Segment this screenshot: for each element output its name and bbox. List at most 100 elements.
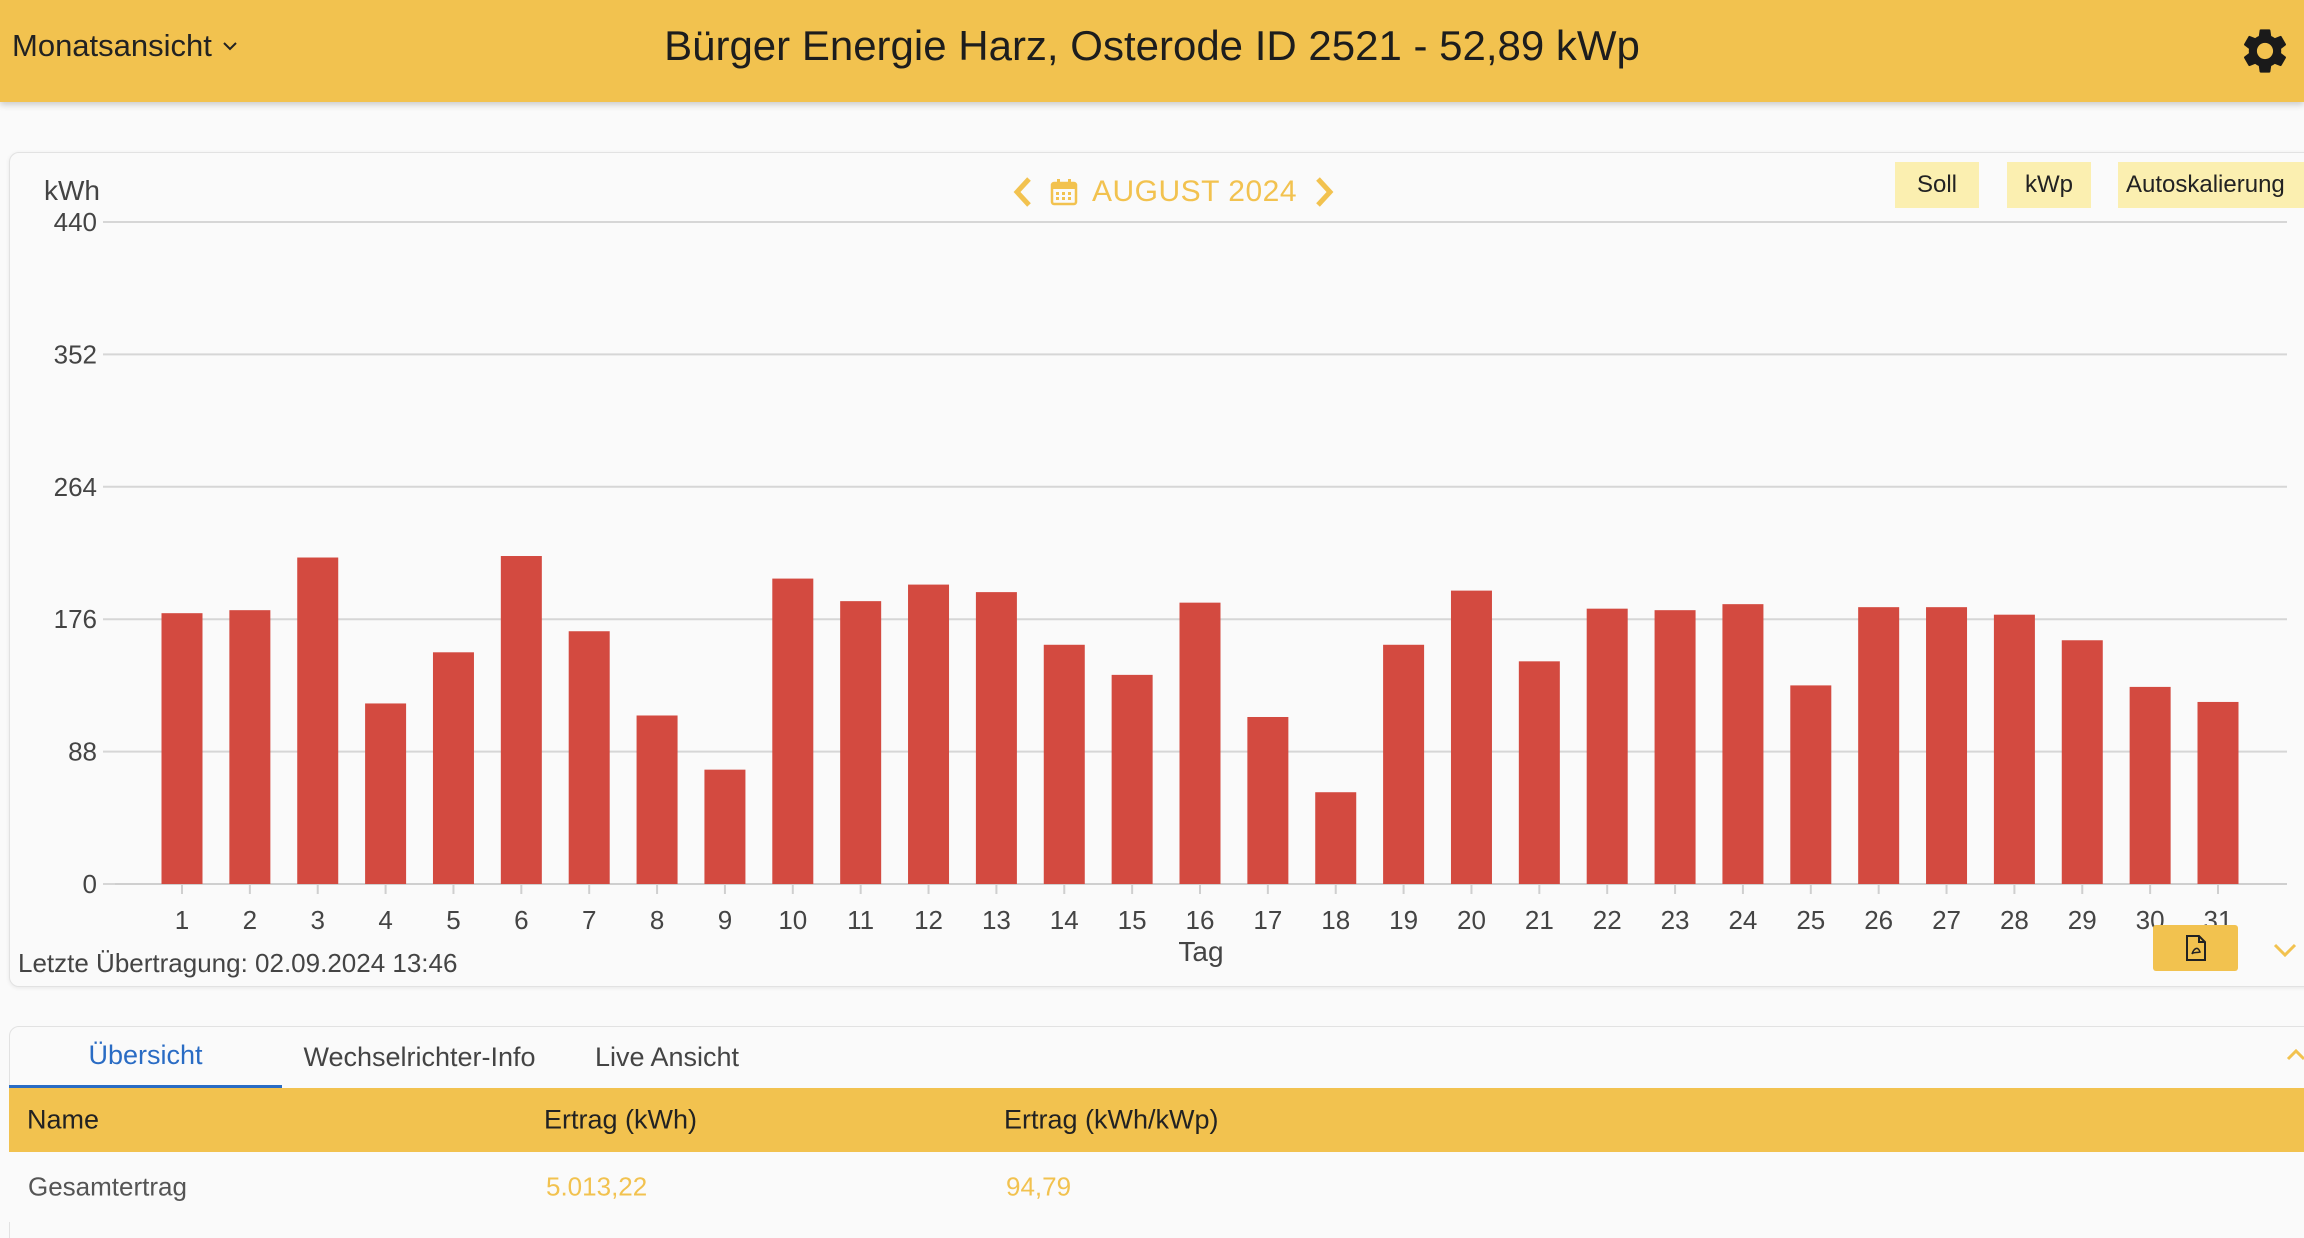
bar [229,610,271,884]
x-tick-label: 7 [582,905,596,935]
column-header-name: Name [27,1104,100,1135]
y-tick-label: 352 [54,339,97,369]
page-title: Bürger Energie Harz, Osterode ID 2521 - … [664,22,1640,69]
chevron-left-icon[interactable] [1010,175,1036,209]
tab-overview[interactable]: Übersicht [9,1026,282,1088]
bar [1926,607,1968,884]
gear-icon[interactable] [2238,24,2292,78]
chevron-down-icon [223,42,237,51]
y-tick-label: 440 [54,207,97,237]
view-selector[interactable]: Monatsansicht [12,28,240,64]
month-label: AUGUST 2024 [1092,175,1298,208]
bar [1179,602,1221,884]
bar [1993,614,2035,884]
chevron-up-icon[interactable] [2285,1046,2304,1062]
x-tick-label: 23 [1661,905,1690,935]
bar [704,769,746,884]
table-row: Gesamtertrag 5.013,22 94,79 [9,1152,2304,1222]
soll-toggle[interactable]: Soll [1895,162,1979,208]
bar [161,613,203,884]
bar [1450,590,1492,884]
top-bar: Monatsansicht Bürger Energie Harz, Oster… [0,0,2304,102]
y-tick-label: 264 [54,472,97,502]
x-tick-label: 3 [310,905,324,935]
x-tick-label: 8 [650,905,664,935]
x-tick-label: 5 [446,905,460,935]
kwp-toggle[interactable]: kWp [2007,162,2091,208]
row-kwh: 5.013,22 [546,1171,648,1202]
y-tick-label: 176 [54,604,97,634]
x-tick-label: 12 [914,905,943,935]
x-tick-label: 13 [982,905,1011,935]
bar [1111,674,1153,884]
bar [1858,607,1900,884]
x-tick-label: 22 [1593,905,1622,935]
bar [1247,716,1289,884]
bar [1043,644,1085,884]
bar [636,715,678,884]
tab-bar: Übersicht Wechselrichter-Info Live Ansic… [9,1026,777,1088]
x-tick-label: 24 [1728,905,1757,935]
bar [1790,685,1832,884]
x-tick-label: 17 [1253,905,1282,935]
bar [1586,608,1628,884]
bar [365,703,407,884]
column-header-kwh-kwp: Ertrag (kWh/kWp) [1004,1104,1219,1135]
bar [2129,686,2171,884]
bar [1722,604,1764,884]
bar [2197,701,2239,884]
bar [2061,640,2103,884]
x-tick-label: 1 [175,905,189,935]
row-kwh-kwp: 94,79 [1006,1171,1072,1202]
pdf-export-button[interactable] [2153,925,2238,971]
x-tick-label: 28 [2000,905,2029,935]
x-tick-label: 15 [1118,905,1147,935]
x-tick-label: 25 [1796,905,1825,935]
pdf-file-icon [2185,935,2206,961]
tab-inverter-info[interactable]: Wechselrichter-Info [303,1041,536,1072]
bar [432,652,474,884]
autoscale-toggle[interactable]: Autoskalierung [2118,162,2304,208]
bar [1383,644,1425,884]
x-tick-label: 6 [514,905,528,935]
chevron-down-icon[interactable] [2272,940,2298,960]
table-header: Name Ertrag (kWh) Ertrag (kWh/kWp) [9,1088,2304,1152]
x-tick-label: 20 [1457,905,1486,935]
bar [1654,610,1696,884]
x-tick-label: 9 [718,905,732,935]
y-axis-label: kWh [44,175,100,206]
y-tick-label: 0 [83,869,97,899]
bar [840,601,882,884]
x-tick-label: 2 [243,905,257,935]
view-selector-label: Monatsansicht [12,28,212,63]
x-tick-label: 14 [1050,905,1079,935]
y-tick-label: 88 [68,737,97,767]
x-tick-label: 21 [1525,905,1554,935]
x-axis-label: Tag [1178,936,1223,967]
chevron-right-icon[interactable] [1311,175,1337,209]
column-header-kwh: Ertrag (kWh) [544,1104,698,1135]
bar [772,578,814,884]
x-tick-label: 16 [1186,905,1215,935]
bar [568,631,610,884]
x-tick-label: 27 [1932,905,1961,935]
calendar-icon [1050,179,1078,206]
x-tick-label: 26 [1864,905,1893,935]
bar [1315,792,1357,884]
x-tick-label: 18 [1321,905,1350,935]
tab-live-view[interactable]: Live Ansicht [594,1041,740,1072]
bar [500,556,542,884]
row-name: Gesamtertrag [28,1171,187,1202]
x-tick-label: 11 [847,905,874,935]
bar [908,584,950,884]
bar [297,557,339,884]
x-tick-label: 10 [778,905,807,935]
bar [1518,661,1560,884]
last-transmission: Letzte Übertragung: 02.09.2024 13:46 [18,948,458,978]
x-tick-label: 29 [2068,905,2097,935]
month-navigator: AUGUST 2024 [1010,175,1337,209]
x-tick-label: 19 [1389,905,1418,935]
x-tick-label: 4 [378,905,392,935]
bar [975,592,1017,884]
